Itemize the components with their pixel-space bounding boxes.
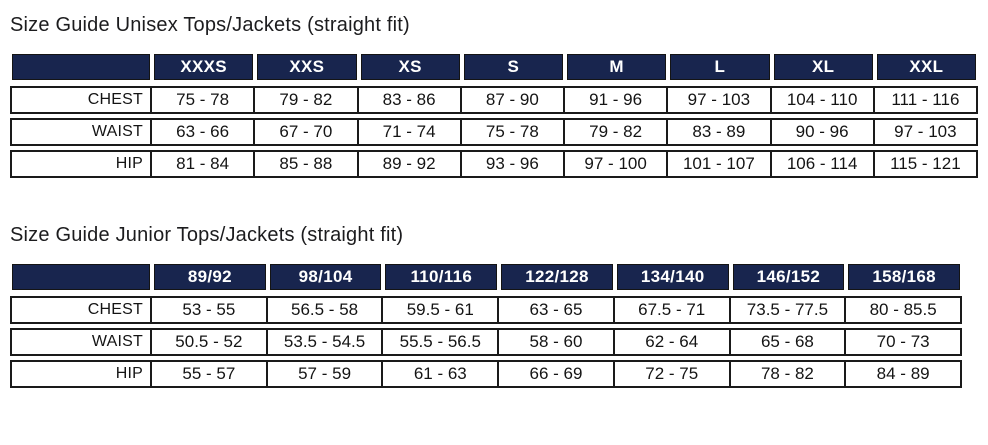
size-column-header: XL bbox=[773, 54, 873, 80]
measurement-row: HIP 81 - 84 85 - 88 89 - 92 93 - 96 97 - 100 1… bbox=[10, 150, 978, 178]
measurement-row-label: WAIST bbox=[91, 333, 143, 350]
unisex-size-table: XXXS XXS XS S M L XL XXL CHEST 75 - 78 79 - 82 83 -… bbox=[10, 52, 978, 178]
size-range-cell: 65 - 68 bbox=[728, 330, 845, 354]
size-range-cell: 87 - 90 bbox=[459, 88, 563, 112]
size-range-cell: 71 - 74 bbox=[356, 120, 460, 144]
size-range-cell: 66 - 69 bbox=[497, 362, 613, 386]
size-guide-page: Size Guide Unisex Tops/Jackets (straight… bbox=[10, 14, 978, 388]
size-column-header: L bbox=[670, 54, 770, 80]
size-range-cell: 93 - 96 bbox=[459, 152, 563, 176]
size-range-cell: 78 - 82 bbox=[728, 362, 845, 386]
measurement-row-label: CHEST bbox=[87, 91, 143, 108]
size-column-header: XXXS bbox=[154, 54, 254, 80]
size-range-cell: 101 - 107 bbox=[666, 152, 769, 176]
size-range-cell: 56.5 - 58 bbox=[265, 298, 382, 322]
measurement-row: CHEST 53 - 55 56.5 - 58 59.5 - 61 63 - 65 67.… bbox=[10, 296, 962, 324]
size-column-header: XS bbox=[360, 54, 460, 80]
size-range-cell: 83 - 89 bbox=[666, 120, 769, 144]
measurement-row-label: WAIST bbox=[91, 123, 143, 140]
size-range-cell: 97 - 103 bbox=[666, 88, 769, 112]
size-table-header-row: 89/92 98/104 110/116 122/128 134/140 146/152 1… bbox=[10, 262, 962, 292]
size-range-cell: 53 - 55 bbox=[150, 298, 266, 322]
size-range-cell: 85 - 88 bbox=[253, 152, 356, 176]
size-range-cell: 89 - 92 bbox=[356, 152, 460, 176]
size-column-header: 122/128 bbox=[501, 264, 613, 290]
size-range-cell: 79 - 82 bbox=[563, 120, 666, 144]
size-range-cell: 72 - 75 bbox=[612, 362, 729, 386]
header-corner-cell bbox=[12, 54, 150, 80]
size-range-cell: 80 - 85.5 bbox=[844, 298, 960, 322]
size-range-cell: 67.5 - 71 bbox=[612, 298, 729, 322]
size-range-cell: 59.5 - 61 bbox=[381, 298, 497, 322]
size-column-header: 158/168 bbox=[848, 264, 960, 290]
size-column-header: 89/92 bbox=[154, 264, 266, 290]
size-range-cell: 84 - 89 bbox=[844, 362, 960, 386]
size-range-cell: 75 - 78 bbox=[459, 120, 563, 144]
size-range-cell: 106 - 114 bbox=[769, 152, 873, 176]
size-range-cell: 81 - 84 bbox=[150, 152, 253, 176]
size-range-cell: 63 - 66 bbox=[150, 120, 253, 144]
size-range-cell: 97 - 100 bbox=[563, 152, 666, 176]
size-range-cell: 75 - 78 bbox=[150, 88, 253, 112]
size-range-cell: 90 - 96 bbox=[769, 120, 873, 144]
size-column-header: 146/152 bbox=[732, 264, 845, 290]
size-column-header: 134/140 bbox=[616, 264, 729, 290]
size-range-cell: 104 - 110 bbox=[769, 88, 873, 112]
size-column-header: S bbox=[463, 54, 563, 80]
measurement-row: WAIST 50.5 - 52 53.5 - 54.5 55.5 - 56.5 58 -… bbox=[10, 328, 962, 356]
size-column-header: XXS bbox=[257, 54, 357, 80]
measurement-row: HIP 55 - 57 57 - 59 61 - 63 66 - 69 72 - 75 78… bbox=[10, 360, 962, 388]
size-range-cell: 61 - 63 bbox=[381, 362, 497, 386]
size-column-header: 110/116 bbox=[385, 264, 498, 290]
junior-size-table: 89/92 98/104 110/116 122/128 134/140 146/152 1… bbox=[10, 262, 962, 388]
size-range-cell: 83 - 86 bbox=[356, 88, 460, 112]
size-range-cell: 62 - 64 bbox=[612, 330, 729, 354]
size-range-cell: 97 - 103 bbox=[872, 120, 976, 144]
header-corner-cell bbox=[12, 264, 150, 290]
size-range-cell: 63 - 65 bbox=[497, 298, 613, 322]
size-range-cell: 79 - 82 bbox=[253, 88, 356, 112]
measurement-row: CHEST 75 - 78 79 - 82 83 - 86 87 - 90 91 - 96… bbox=[10, 86, 978, 114]
size-range-cell: 73.5 - 77.5 bbox=[728, 298, 845, 322]
size-range-cell: 50.5 - 52 bbox=[150, 330, 266, 354]
size-range-cell: 55 - 57 bbox=[150, 362, 266, 386]
size-range-cell: 58 - 60 bbox=[497, 330, 613, 354]
junior-table-title: Size Guide Junior Tops/Jackets (straight… bbox=[10, 224, 404, 246]
size-range-cell: 115 - 121 bbox=[872, 152, 976, 176]
measurement-row-label: HIP bbox=[115, 155, 143, 172]
size-range-cell: 55.5 - 56.5 bbox=[381, 330, 497, 354]
size-range-cell: 53.5 - 54.5 bbox=[265, 330, 382, 354]
measurement-row-label: HIP bbox=[115, 365, 143, 382]
size-column-header: M bbox=[567, 54, 667, 80]
size-column-header: XXL bbox=[876, 54, 976, 80]
size-range-cell: 111 - 116 bbox=[872, 88, 976, 112]
size-range-cell: 67 - 70 bbox=[253, 120, 356, 144]
measurement-row: WAIST 63 - 66 67 - 70 71 - 74 75 - 78 79 - 82… bbox=[10, 118, 978, 146]
size-range-cell: 91 - 96 bbox=[563, 88, 666, 112]
size-table-header-row: XXXS XXS XS S M L XL XXL bbox=[10, 52, 978, 82]
size-column-header: 98/104 bbox=[269, 264, 382, 290]
measurement-row-label: CHEST bbox=[87, 301, 143, 318]
unisex-table-title: Size Guide Unisex Tops/Jackets (straight… bbox=[10, 14, 410, 36]
size-range-cell: 57 - 59 bbox=[265, 362, 382, 386]
size-range-cell: 70 - 73 bbox=[844, 330, 960, 354]
